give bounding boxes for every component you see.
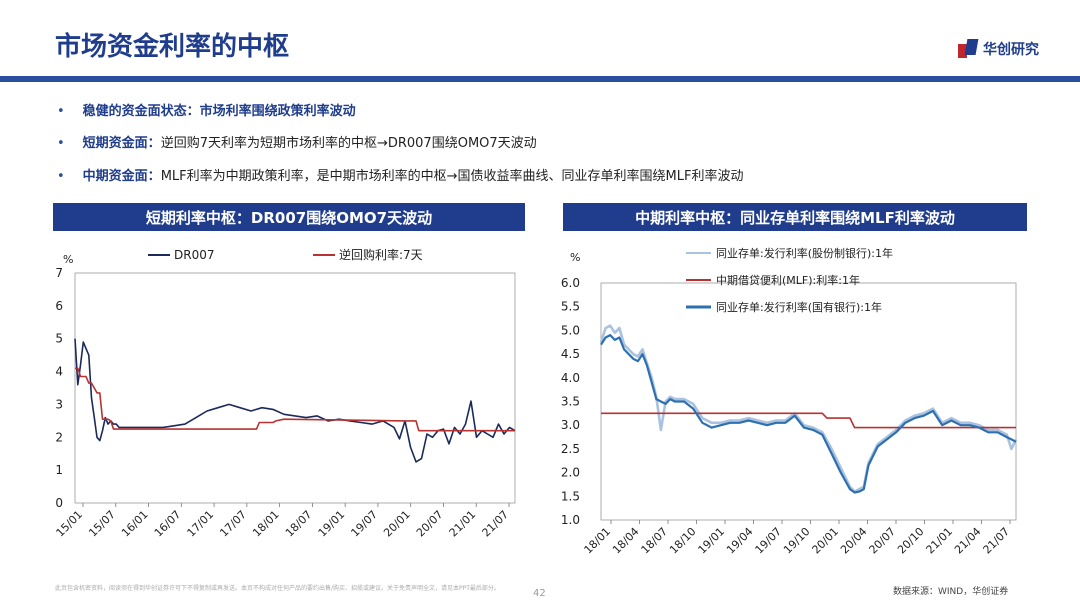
header-divider xyxy=(0,76,1080,82)
y-axis-unit: % xyxy=(570,251,580,264)
x-tick-label: 18/07 xyxy=(283,508,315,540)
bullet-dot-icon: • xyxy=(57,136,65,151)
series-line-1 xyxy=(74,338,516,463)
x-tick-label: 19/07 xyxy=(753,525,785,557)
x-tick-label: 21/07 xyxy=(480,508,512,540)
legend-label-2: 逆回购利率:7天 xyxy=(339,247,423,262)
x-tick-label: 21/04 xyxy=(952,525,984,557)
x-tick-label: 18/07 xyxy=(639,525,671,557)
x-tick-label: 20/07 xyxy=(414,508,446,540)
series-line-2 xyxy=(75,367,515,432)
data-source: 数据来源：WIND，华创证券 xyxy=(893,587,1009,597)
y-tick-label: 4.0 xyxy=(561,371,580,385)
x-tick-label: 18/01 xyxy=(582,525,614,557)
y-tick-label: 3 xyxy=(55,397,63,411)
series-line-1 xyxy=(599,324,1018,493)
legend-label-1: DR007 xyxy=(174,248,214,262)
plot-frame xyxy=(600,282,1017,521)
bullet-2-text: 逆回购7天利率为短期市场利率的中枢→DR007围绕OMO7天波动 xyxy=(160,136,537,151)
page-title: 市场资金利率的中枢 xyxy=(55,32,290,62)
y-tick-label: 4.5 xyxy=(561,347,580,361)
x-tick-label: 15/07 xyxy=(86,508,118,540)
logo-mark-icon xyxy=(958,39,979,59)
bullet-3: • 中期资金面：MLF利率为中期政策利率，是中期市场利率的中枢→国债收益率曲线、同… xyxy=(57,165,743,184)
bullet-dot-icon: • xyxy=(57,169,65,184)
series-line-3 xyxy=(600,333,1017,494)
x-tick-label: 18/10 xyxy=(667,525,699,557)
y-tick-label: 7 xyxy=(55,266,63,280)
x-tick-label: 16/01 xyxy=(119,508,151,540)
x-tick-label: 20/04 xyxy=(838,525,870,557)
right-chart-title: 中期利率中枢：同业存单利率围绕MLF利率波动 xyxy=(563,203,1027,231)
legend-label-3: 同业存单:发行利率(国有银行):1年 xyxy=(716,300,882,314)
bullet-1-bold: 稳健的资金面状态：市场利率围绕政策利率波动 xyxy=(82,104,356,119)
x-tick-label: 18/01 xyxy=(250,508,282,540)
bullet-2: • 短期资金面：逆回购7天利率为短期市场利率的中枢→DR007围绕OMO7天波动 xyxy=(57,132,537,151)
right-chart: % 1.0 1.5 2.0 2.5 3.0 3.5 4.0 4.5 5.0 5.5 6.0 18/01 1… xyxy=(556,233,1026,563)
right-chart-svg: %1.01.52.02.53.03.54.04.55.05.56.018/011… xyxy=(561,246,1018,557)
y-tick-label: 2 xyxy=(55,430,63,444)
x-tick-label: 19/01 xyxy=(316,508,348,540)
x-tick-label: 19/07 xyxy=(348,508,380,540)
y-tick-label: 1.0 xyxy=(561,513,580,527)
left-chart: % 0 1 2 3 4 5 6 7 15/01 15/07 16/01 16/07 17/01 17/07 1… xyxy=(53,233,523,563)
plot-frame xyxy=(74,272,516,504)
bullet-2-bold: 短期资金面： xyxy=(82,136,161,151)
page-number: 42 xyxy=(533,588,546,599)
footer-disclaimer: 此页包含机密资料，阅读须在得到华创证券许可下不得复制或再发送。本页不构成对任何产… xyxy=(55,585,500,592)
y-tick-label: 5 xyxy=(55,332,63,346)
x-tick-label: 15/01 xyxy=(54,508,86,540)
y-tick-label: 6 xyxy=(55,299,63,313)
x-tick-label: 20/10 xyxy=(895,525,927,557)
brand-logo: 华创研究 xyxy=(958,38,1039,60)
legend-label-1: 同业存单:发行利率(股份制银行):1年 xyxy=(716,246,893,260)
x-tick-label: 20/07 xyxy=(867,525,899,557)
y-tick-label: 6.0 xyxy=(561,276,580,290)
x-tick-label: 18/04 xyxy=(610,525,642,557)
x-tick-label: 21/07 xyxy=(981,525,1013,557)
x-tick-label: 20/01 xyxy=(381,508,413,540)
y-tick-label: 1.5 xyxy=(561,489,580,503)
x-tick-label: 20/01 xyxy=(810,525,842,557)
y-tick-label: 1 xyxy=(55,463,63,477)
series-line-2 xyxy=(601,412,1016,429)
bullet-1: • 稳健的资金面状态：市场利率围绕政策利率波动 xyxy=(57,100,356,119)
legend-label-2: 中期借贷便利(MLF):利率:1年 xyxy=(716,273,860,287)
x-tick-label: 21/01 xyxy=(924,525,956,557)
logo-text: 华创研究 xyxy=(983,42,1039,58)
bullet-3-bold: 中期资金面： xyxy=(82,169,161,184)
x-tick-label: 19/04 xyxy=(724,525,756,557)
y-tick-label: 4 xyxy=(55,365,63,379)
x-tick-label: 19/01 xyxy=(696,525,728,557)
bullet-3-text: MLF利率为中期政策利率，是中期市场利率的中枢→国债收益率曲线、同业存单利率围绕… xyxy=(160,169,744,184)
y-tick-label: 2.5 xyxy=(561,442,580,456)
y-tick-label: 3.0 xyxy=(561,418,580,432)
y-tick-label: 5.5 xyxy=(561,300,580,314)
x-tick-label: 19/10 xyxy=(781,525,813,557)
y-tick-label: 5.0 xyxy=(561,323,580,337)
y-tick-label: 0 xyxy=(55,496,63,510)
x-tick-label: 21/01 xyxy=(447,508,479,540)
x-tick-label: 16/07 xyxy=(152,508,184,540)
left-chart-title: 短期利率中枢：DR007围绕OMO7天波动 xyxy=(53,203,525,231)
bullet-dot-icon: • xyxy=(57,104,65,119)
x-tick-label: 17/01 xyxy=(185,508,217,540)
x-tick-label: 17/07 xyxy=(217,508,249,540)
y-tick-label: 2.0 xyxy=(561,466,580,480)
y-axis-unit: % xyxy=(63,253,73,266)
y-tick-label: 3.5 xyxy=(561,395,580,409)
